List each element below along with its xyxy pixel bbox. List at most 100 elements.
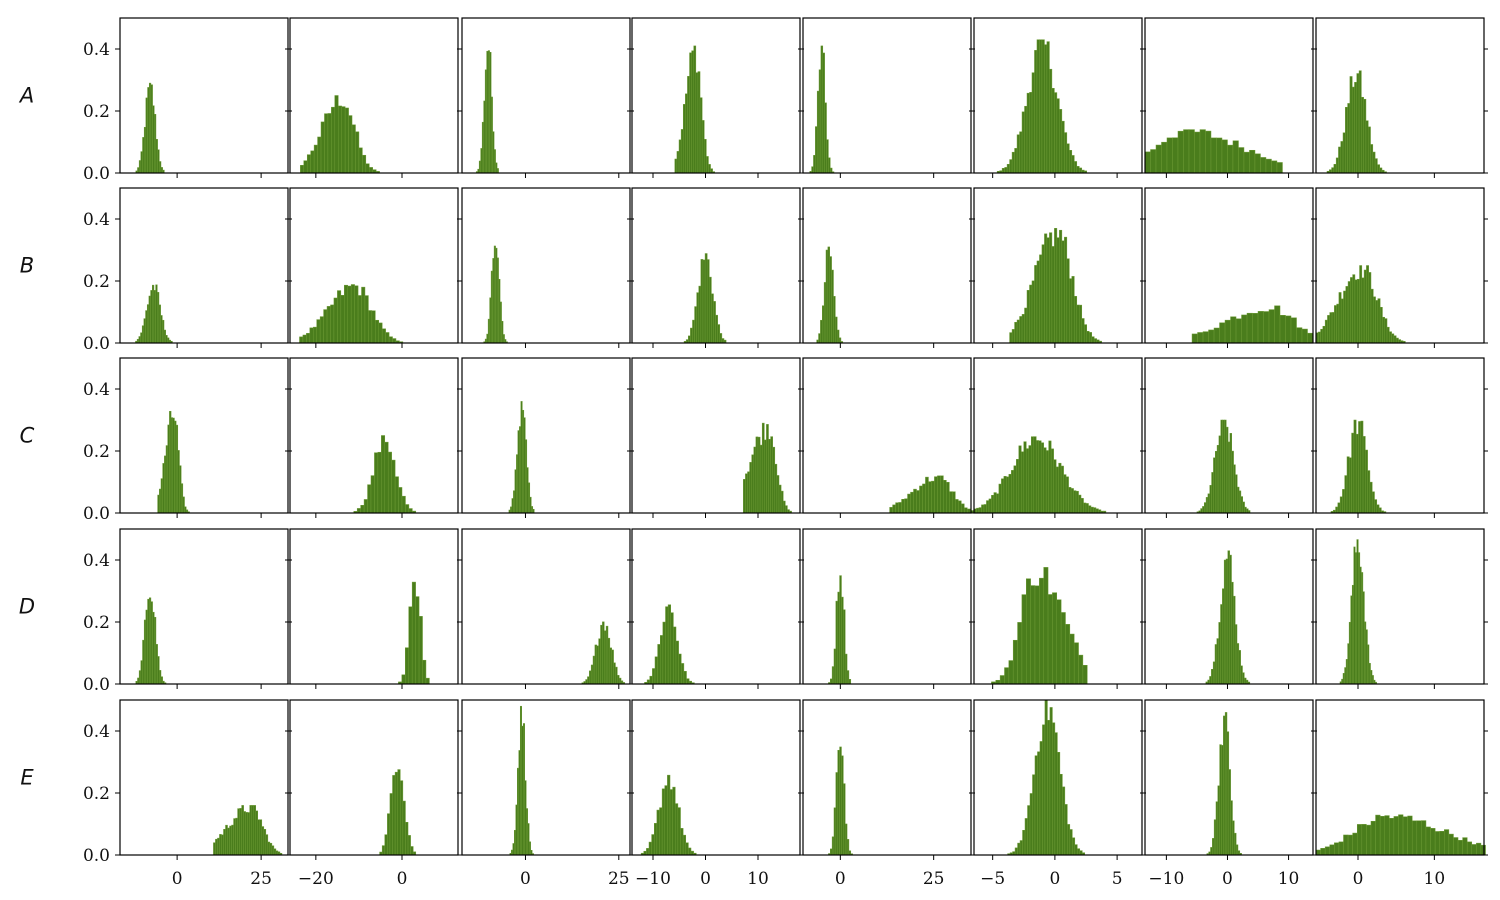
histogram-bar xyxy=(685,842,689,856)
histogram-bar xyxy=(611,649,614,685)
histogram-bar xyxy=(1207,493,1211,514)
histogram-bar xyxy=(1349,76,1353,174)
histogram-bar xyxy=(157,656,160,685)
histogram-bar xyxy=(1177,130,1184,174)
panel-c-6 xyxy=(969,357,1146,518)
histogram-bar xyxy=(1079,167,1083,174)
histogram-bar xyxy=(682,834,687,856)
histogram-bar xyxy=(411,581,416,685)
histogram-bar xyxy=(1061,240,1065,344)
histogram-bar xyxy=(823,282,827,344)
histogram-bar xyxy=(1004,667,1010,685)
histogram-bar xyxy=(1349,457,1352,514)
histogram-bar xyxy=(913,488,917,514)
histogram-bar xyxy=(646,679,650,685)
panel-d-3 xyxy=(457,528,634,689)
histogram-bar xyxy=(1362,436,1366,514)
histogram-bar xyxy=(1223,715,1226,856)
histogram-bar xyxy=(1065,624,1071,685)
panel-frame xyxy=(289,17,459,174)
histogram-bar xyxy=(1232,820,1235,856)
histogram-bar xyxy=(976,507,980,514)
histogram-bar xyxy=(904,498,908,514)
histogram-bar xyxy=(675,803,679,856)
histogram-bar xyxy=(940,475,944,514)
histogram-bar xyxy=(708,164,711,174)
histogram-bar xyxy=(907,493,911,514)
histogram-bar xyxy=(592,655,596,685)
histogram-bar xyxy=(983,504,987,514)
histogram-bar xyxy=(145,97,148,174)
histogram-bar xyxy=(981,504,985,514)
panel-frame xyxy=(1144,17,1314,174)
histogram-bar xyxy=(300,165,305,174)
histogram-bar xyxy=(1039,741,1043,856)
histogram-bar xyxy=(1049,707,1053,856)
panel-frame xyxy=(631,187,801,344)
histogram-bar xyxy=(1374,158,1378,174)
histogram-bar xyxy=(245,812,248,856)
histogram-bar xyxy=(1014,148,1018,174)
histogram-bar xyxy=(827,246,830,344)
histogram-bar xyxy=(249,805,252,856)
histogram-bar xyxy=(607,637,611,685)
panel-a-2 xyxy=(285,17,462,178)
histogram-bar xyxy=(1209,676,1212,685)
histogram-bar xyxy=(384,834,388,856)
panel-frame xyxy=(119,357,289,514)
histogram-bar xyxy=(1188,129,1195,174)
histogram-bar xyxy=(1085,503,1089,514)
histogram-bar xyxy=(237,808,240,856)
histogram-bar xyxy=(1221,139,1228,174)
histogram-bar xyxy=(602,621,605,685)
histogram-bar xyxy=(1056,98,1060,174)
histogram-bar xyxy=(1375,814,1381,856)
histogram-bar xyxy=(261,826,265,856)
histogram-bar xyxy=(1044,233,1048,344)
histogram-bar xyxy=(839,575,842,685)
histogram-bar xyxy=(1329,844,1335,856)
histogram-bar xyxy=(150,601,153,685)
histogram-bar xyxy=(1365,120,1369,174)
histogram-bar xyxy=(753,446,757,514)
x-tick-label: 0 xyxy=(1353,869,1364,889)
histogram-bar xyxy=(1083,502,1087,514)
histogram-bar xyxy=(1042,724,1046,856)
histogram-bar xyxy=(824,102,827,174)
histogram-bar xyxy=(594,644,598,685)
histogram-bar xyxy=(964,507,968,514)
panel-e-7: −10 0 10 xyxy=(1140,699,1317,889)
histogram-bar xyxy=(227,827,230,856)
panel-c-7 xyxy=(1140,357,1317,518)
histogram-bar xyxy=(761,422,765,514)
histogram-bar xyxy=(1030,585,1036,685)
histogram-bar xyxy=(1373,296,1376,344)
histogram-bar xyxy=(755,436,759,514)
histogram-bar xyxy=(143,619,147,685)
y-tick-label: 0.0 xyxy=(83,675,110,695)
histogram-bar xyxy=(848,850,852,856)
histogram-bar xyxy=(215,838,218,856)
row-label-c: C xyxy=(20,424,35,448)
histogram-bar xyxy=(1307,332,1314,344)
histogram-bar xyxy=(1030,436,1034,514)
histogram-bar xyxy=(1351,86,1355,174)
histogram-bar xyxy=(172,417,175,514)
histogram-bar xyxy=(1363,98,1367,174)
histogram-bar xyxy=(365,163,370,174)
histogram-bar xyxy=(693,45,697,174)
histogram-bar xyxy=(1227,550,1230,685)
histogram-bar xyxy=(360,505,365,514)
histogram-bar xyxy=(1235,318,1242,344)
histogram-bar xyxy=(1221,745,1224,856)
histogram-bar xyxy=(1340,141,1344,174)
histogram-bar xyxy=(1345,106,1348,174)
panel-frame xyxy=(973,187,1143,344)
histogram-bar xyxy=(768,439,771,514)
histogram-bar xyxy=(674,158,678,174)
histogram-bar xyxy=(841,755,844,856)
histogram-bar xyxy=(1227,144,1234,174)
histogram-bar xyxy=(700,259,704,344)
histogram-bar xyxy=(1073,490,1077,514)
histogram-bar xyxy=(140,332,143,344)
